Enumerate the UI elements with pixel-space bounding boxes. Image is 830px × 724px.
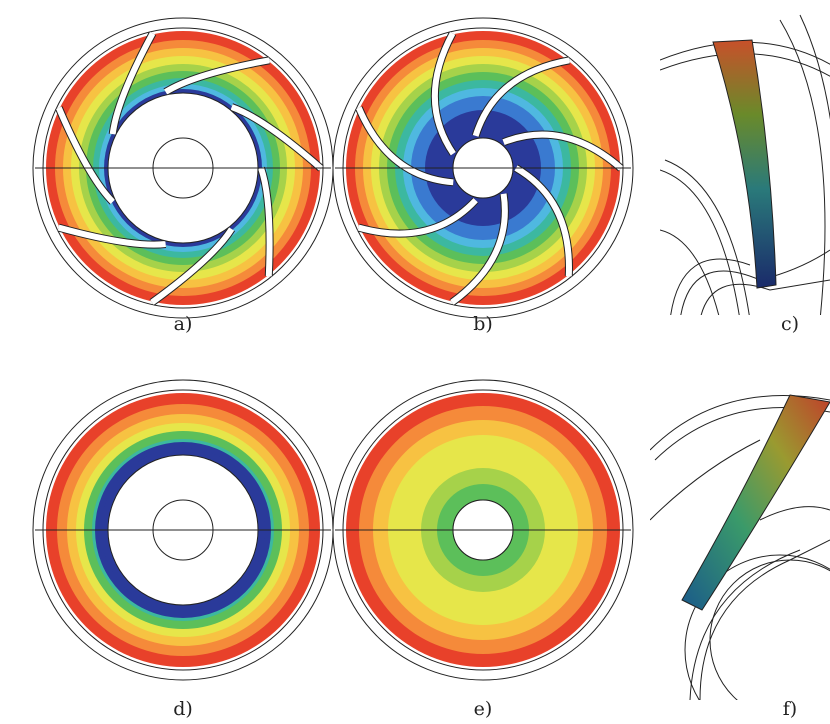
panel-label: e) [474,698,493,720]
outline [660,170,740,320]
panel-label: d) [173,698,193,720]
blade-strip [713,40,776,288]
panel-label: b) [473,313,493,335]
figure: a) b) c) d) e) f) [0,0,830,724]
panels [33,18,633,680]
outline [710,560,830,720]
outline [665,160,750,320]
panel-c [660,15,830,320]
outline [800,15,830,320]
outline [760,507,830,520]
panel-label: c) [781,313,799,335]
panel-f [650,395,830,724]
outline [660,230,720,320]
panel-label: f) [783,698,797,720]
blade-strip [682,395,830,610]
panel-label: a) [174,313,193,335]
